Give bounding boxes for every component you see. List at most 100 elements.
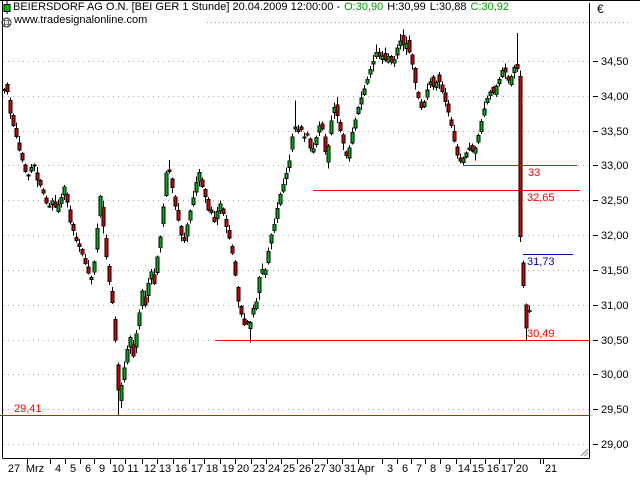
candle-body: [368, 68, 373, 75]
grip-line: [580, 448, 589, 457]
candle-body: [59, 196, 64, 205]
ohlc-open: O:30,90: [344, 1, 384, 13]
candle-body: [143, 296, 148, 306]
x-axis-label: 23: [253, 463, 265, 475]
x-axis-label: Apr: [357, 463, 374, 475]
candle-body: [524, 304, 529, 329]
x-axis: 27 Mrz 4 5 6 9 10 11 12 13 16 17 18 19 20 23 24 25 26 27 30 3…: [8, 459, 557, 475]
candle-body: [437, 74, 442, 83]
y-axis-label: 29,00: [601, 439, 629, 451]
candle-body: [134, 333, 139, 348]
candle-body: [275, 207, 280, 220]
ohlc-close: C:30,92: [470, 1, 510, 13]
candle-body: [482, 108, 487, 116]
candle-body: [515, 63, 520, 70]
y-axis-label: 30,00: [601, 369, 629, 381]
candle-body: [14, 128, 19, 138]
candle-body: [428, 81, 433, 86]
x-axis-label: 7: [416, 463, 422, 475]
candle-body: [38, 180, 43, 186]
candle-body: [326, 145, 331, 163]
candle-body: [92, 261, 97, 273]
candle-body: [398, 40, 403, 46]
candle-body: [419, 101, 424, 108]
y-axis-label: 29,50: [601, 404, 629, 416]
candle-body: [128, 337, 133, 348]
x-axis-label: 20: [516, 463, 528, 475]
candle-body: [17, 142, 22, 151]
candle-body: [89, 277, 94, 281]
candle-body: [104, 237, 109, 257]
level-label: 29,41: [14, 403, 42, 415]
candle-body: [74, 236, 79, 241]
candle-body: [314, 136, 319, 145]
x-axis-label: 6: [85, 463, 91, 475]
candle-body: [362, 88, 367, 96]
candle-body: [491, 87, 496, 94]
candle-body: [359, 97, 364, 105]
candle-body: [380, 55, 385, 60]
candle-body: [440, 84, 445, 92]
candle-body: [140, 290, 145, 307]
candle-body: [227, 229, 232, 239]
x-axis-label: 18: [206, 463, 218, 475]
candle-body: [506, 76, 511, 81]
candle-body: [188, 210, 193, 221]
grip-line: [584, 452, 589, 457]
x-axis-label: 27: [314, 463, 326, 475]
candle-body: [248, 322, 253, 330]
x-axis-label: 15: [472, 463, 484, 475]
candle-body: [458, 157, 463, 162]
candle-body: [509, 75, 514, 85]
x-axis-label: 30: [329, 463, 341, 475]
candle-body: [254, 301, 259, 310]
candle-body: [215, 210, 220, 219]
candle-body: [161, 206, 166, 225]
candle-body: [164, 172, 169, 196]
candle-body: [80, 248, 85, 255]
candle-body: [233, 261, 238, 276]
candle-body: [260, 268, 265, 274]
candle-body: [320, 123, 325, 130]
y-axis-label: 33,00: [601, 160, 629, 172]
x-axis-label: 10: [112, 463, 124, 475]
candle-body: [446, 103, 451, 113]
candle-body: [191, 197, 196, 205]
candle-body: [221, 208, 226, 215]
x-axis-label: 5: [70, 463, 76, 475]
candle-body: [65, 193, 70, 203]
y-axis-label: 31,00: [601, 300, 629, 312]
candle-body: [290, 136, 295, 150]
candle-body: [167, 169, 172, 173]
candle-body: [8, 100, 13, 114]
candle-body: [98, 195, 103, 217]
candle-wicks-group: [4, 29, 530, 416]
candle-body: [41, 189, 46, 194]
x-axis-label: 12: [144, 463, 156, 475]
candle-body: [281, 183, 286, 192]
candle-body: [182, 237, 187, 242]
candle-body: [431, 76, 436, 87]
candle-body: [53, 201, 58, 208]
x-axis-label: 9: [445, 463, 451, 475]
candle-body: [95, 227, 100, 250]
candle-body: [365, 78, 370, 84]
candle-body: [449, 119, 454, 127]
candle-body: [353, 119, 358, 129]
candle-body: [158, 236, 163, 249]
candle-body: [32, 164, 37, 167]
candle-body: [512, 67, 517, 73]
candle-body: [185, 224, 190, 237]
resize-grip-icon[interactable]: [580, 448, 589, 457]
candle-body: [395, 47, 400, 56]
candle-body: [488, 91, 493, 97]
candle-body: [131, 344, 136, 357]
candle-body: [332, 107, 337, 113]
candle-body: [251, 308, 256, 315]
x-axis-label: 4: [55, 463, 61, 475]
candle-body: [485, 97, 490, 104]
candle-body: [146, 282, 151, 296]
candle-body: [287, 160, 292, 168]
candle-body: [371, 60, 376, 65]
